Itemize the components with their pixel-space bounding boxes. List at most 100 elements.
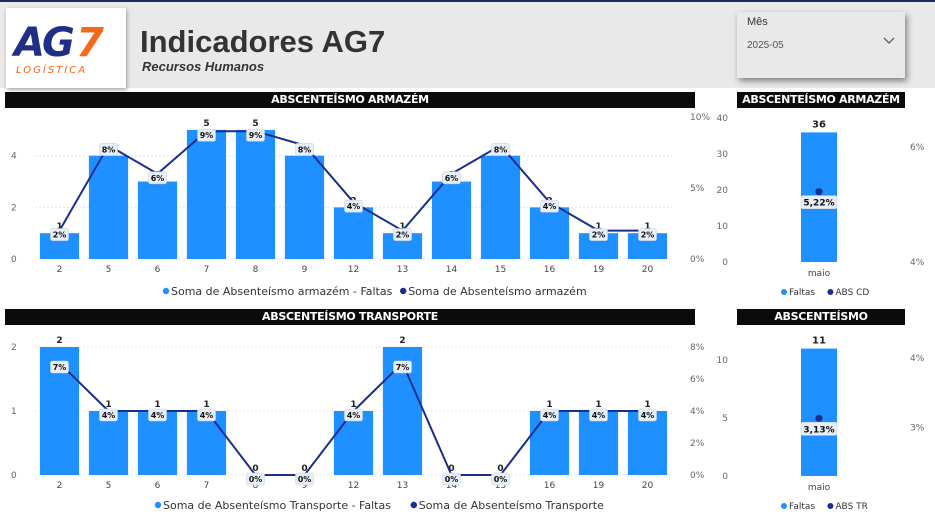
bar-data-label: 1 <box>644 222 650 232</box>
line-data-label: 4% <box>347 202 361 211</box>
y2-axis-tick-label: 3% <box>910 423 925 433</box>
bar-data-label: 0 <box>497 464 503 474</box>
bar <box>284 155 325 259</box>
page-title: Indicadores AG7 <box>140 24 386 59</box>
bar <box>578 411 619 475</box>
x-axis-tick-label: 15 <box>495 481 506 491</box>
x-axis-tick-label: 12 <box>348 481 359 491</box>
x-axis-tick-label: maio <box>808 483 831 493</box>
legend-label: Soma de Absenteísmo Transporte - Faltas <box>163 499 391 512</box>
x-axis-tick-label: 8 <box>253 265 259 275</box>
chart-title-armazem: ABSCENTEÍSMO ARMAZÉM <box>5 92 695 108</box>
line-data-label: 2% <box>396 231 410 240</box>
line-data-label-box <box>50 228 69 241</box>
bar-data-label: 1 <box>350 400 356 410</box>
report-header: AG 7 LOGÍSTICA Indicadores AG7 Recursos … <box>0 2 935 88</box>
y2-axis-tick-label: 0% <box>690 471 705 481</box>
y2-axis-tick-label: 0% <box>690 255 705 265</box>
x-axis-tick-label: 5 <box>106 265 112 275</box>
svg-text:LOGÍSTICA: LOGÍSTICA <box>16 63 87 76</box>
line-data-label: 9% <box>249 131 263 140</box>
bar-data-label: 5 <box>252 119 258 129</box>
line-data-label-box <box>442 171 461 185</box>
y-axis-tick-label: 0 <box>11 471 17 481</box>
bar-data-label: 1 <box>203 400 209 410</box>
line-data-label: 8% <box>298 145 312 154</box>
y-axis-tick-label: 10 <box>717 356 729 366</box>
legend-label: Soma de Absenteísmo Transporte <box>419 499 604 512</box>
line-data-label: 4% <box>151 411 165 420</box>
x-axis-tick-label: 12 <box>348 265 359 275</box>
bar <box>627 411 668 475</box>
line-data-label: 8% <box>102 145 116 154</box>
x-axis-tick-label: 20 <box>642 265 654 275</box>
y-axis-tick-label: 1 <box>11 407 17 417</box>
chart-absenteismo-transporte-total: 0 5 10 3% 4% 11 maio 3,13% Faltas ABS TR <box>717 336 925 512</box>
line-data-label-box <box>99 143 118 156</box>
x-axis-tick-label: 6 <box>155 265 161 275</box>
y-axis-tick-label: 2 <box>11 203 17 213</box>
line-data-label: 9% <box>200 131 214 140</box>
line-data-label: 2% <box>53 231 67 240</box>
line-data-label-box <box>148 171 167 185</box>
month-slicer[interactable]: Mês 2025-05 <box>737 12 905 78</box>
point-data-label: 3,13% <box>803 425 834 435</box>
x-axis-tick-label: 6 <box>155 481 161 491</box>
bar-data-label: 1 <box>644 400 650 410</box>
y-axis-tick-label: 30 <box>717 150 729 160</box>
y2-axis-tick-label: 5% <box>690 184 705 194</box>
x-axis-tick-label: maio <box>808 269 831 279</box>
x-axis-tick-label: 7 <box>204 481 210 491</box>
y-axis-tick-label: 5 <box>722 414 728 424</box>
line-data-label: 4% <box>543 411 557 420</box>
chart-title-transporte-total: ABSCENTEÍSMO TRANSPORTE <box>737 309 905 339</box>
line-data-label: 4% <box>592 411 606 420</box>
chart-absenteismo-transporte: 0120%2%4%6%8%221516170809112213014015116… <box>11 336 705 512</box>
line-data-label-box <box>197 128 216 142</box>
chevron-down-icon[interactable] <box>882 36 896 46</box>
line-data-label: 8% <box>494 145 508 154</box>
slicer-selected-value[interactable]: 2025-05 <box>747 40 784 51</box>
y2-axis-tick-label: 8% <box>690 343 705 353</box>
x-axis-tick-label: 13 <box>397 481 408 491</box>
x-axis-tick-label: 16 <box>544 481 556 491</box>
legend-marker <box>410 501 417 509</box>
legend-marker <box>827 289 834 295</box>
bar <box>333 207 374 259</box>
bar-data-label: 0 <box>301 464 307 474</box>
line-data-label: 0% <box>445 475 459 484</box>
x-axis-tick-label: 19 <box>593 481 605 491</box>
svg-text:7: 7 <box>76 20 104 66</box>
bar-data-label: 5 <box>203 119 209 129</box>
x-axis-tick-label: 2 <box>57 265 63 275</box>
line-data-label-box <box>246 128 265 142</box>
point-marker <box>815 414 823 422</box>
y2-axis-tick-label: 4% <box>690 407 705 417</box>
y2-axis-tick-label: 6% <box>910 143 925 153</box>
legend-marker <box>781 503 787 509</box>
bar-data-label: 1 <box>105 400 111 410</box>
bar <box>480 155 521 259</box>
bar-data-label: 1 <box>546 400 552 410</box>
bar <box>333 411 374 475</box>
line-data-label-box <box>589 228 608 241</box>
x-axis-tick-label: 20 <box>642 481 654 491</box>
x-axis-tick-label: 14 <box>446 265 458 275</box>
line-data-label: 0% <box>494 475 508 484</box>
bar-data-label: 1 <box>595 222 601 232</box>
line-data-label-box <box>99 408 118 422</box>
legend-label: ABS CD <box>835 288 869 298</box>
line-data-label: 4% <box>543 202 557 211</box>
legend-marker <box>827 503 834 509</box>
line-data-label-box <box>638 408 657 422</box>
legend-marker <box>154 501 162 509</box>
bar-data-label: 36 <box>812 119 826 130</box>
line-data-label: 0% <box>298 475 312 484</box>
bar-data-label: 1 <box>399 222 405 232</box>
bar-data-label: 2 <box>399 336 405 346</box>
legend-label: Soma de Absenteísmo armazém - Faltas <box>171 285 393 298</box>
point-marker <box>815 188 823 196</box>
chart-title-armazem-total: ABSCENTEÍSMO ARMAZÉM <box>737 92 905 108</box>
bar <box>529 207 570 259</box>
x-axis-tick-label: 9 <box>302 481 308 491</box>
